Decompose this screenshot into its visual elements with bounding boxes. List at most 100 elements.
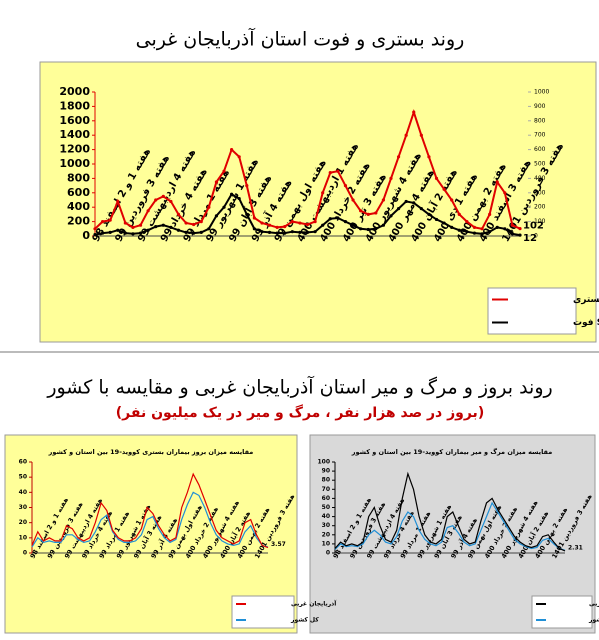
point (131, 225, 135, 229)
y-tick-label: 10 (19, 534, 27, 541)
y-tick-label: 50 (19, 474, 27, 481)
point (305, 230, 310, 234)
section-subtitle: (بروز در صد هزار نفر ، مرگ و میر در یک م… (116, 404, 484, 421)
y-tick-label: 50 (322, 504, 330, 511)
y-tick-label: 80 (322, 477, 330, 484)
point (351, 198, 355, 202)
y-tick-label: 1800 (59, 99, 90, 112)
point (321, 191, 325, 195)
point (116, 228, 120, 232)
point (396, 207, 401, 211)
point (442, 221, 446, 225)
point (252, 216, 256, 220)
point (366, 227, 370, 232)
point (427, 155, 431, 159)
point (222, 205, 226, 209)
y-tick-label: 60 (322, 495, 330, 502)
y-tick-label: 20 (19, 519, 27, 526)
y-tick-label: 60 (19, 459, 27, 466)
point (214, 214, 219, 218)
point (359, 227, 363, 231)
point (275, 225, 279, 229)
point (116, 199, 120, 204)
y-tick-label: 20 (322, 531, 330, 538)
data-label: 102 (523, 221, 544, 232)
point (108, 230, 112, 234)
point (457, 228, 461, 232)
series-line (334, 471, 566, 552)
y-tick-label: 0 (326, 550, 330, 557)
y-tick-label: 70 (322, 486, 330, 493)
point (100, 231, 105, 235)
legend-label: Sum of بستری (573, 295, 599, 305)
legend-label: آذربایجان غربی (291, 599, 337, 608)
point (450, 198, 454, 202)
point (154, 225, 158, 229)
y-tick-label: 2000 (59, 85, 90, 98)
point (146, 228, 150, 232)
point (230, 148, 234, 152)
point (457, 212, 461, 216)
y-tick-label: 0 (23, 550, 27, 557)
point (359, 209, 363, 213)
point (230, 192, 234, 196)
point (298, 221, 302, 225)
point (381, 198, 385, 202)
point (252, 227, 256, 231)
y-tick-label: 30 (322, 522, 330, 529)
point (389, 214, 393, 218)
point (389, 176, 393, 180)
point (267, 223, 272, 227)
point (412, 110, 416, 114)
point (313, 220, 317, 224)
y2-tick-label: 800 (534, 117, 546, 124)
point (154, 198, 158, 202)
point (260, 230, 264, 234)
point (176, 228, 181, 232)
y-tick-label: 90 (322, 468, 330, 475)
point (245, 184, 249, 188)
point (518, 227, 522, 231)
data-label: 3.57 (271, 541, 286, 548)
point (495, 225, 499, 229)
point (93, 227, 97, 231)
point (381, 223, 385, 227)
y2-tick-label: 500 (534, 161, 546, 168)
point (161, 194, 165, 198)
point (510, 223, 515, 227)
y2-tick-label: 900 (534, 103, 546, 110)
legend-label: Sum of فوت (573, 318, 599, 328)
y-tick-label: 0 (82, 229, 90, 242)
point (267, 230, 272, 234)
legend-label: آذربایجان غربی (589, 599, 599, 608)
point (138, 231, 143, 235)
point (503, 227, 507, 231)
legend-box (487, 287, 577, 335)
point (343, 184, 348, 188)
y2-tick-label: 0 (534, 233, 538, 240)
point (396, 155, 401, 159)
y-tick-label: 200 (67, 215, 90, 228)
point (374, 211, 378, 215)
point (419, 133, 423, 137)
point (108, 218, 112, 222)
y-tick-label: 1400 (59, 128, 90, 141)
point (260, 221, 264, 225)
y-tick-label: 400 (67, 200, 90, 213)
point (480, 227, 484, 231)
y-tick-label: 600 (67, 186, 90, 199)
point (495, 180, 499, 184)
y-tick-label: 1200 (59, 143, 90, 156)
data-label: 12 (523, 233, 537, 244)
point (404, 133, 408, 137)
point (434, 176, 439, 180)
point (518, 233, 522, 237)
point (138, 223, 143, 227)
point (298, 230, 302, 234)
point (434, 217, 439, 222)
point (169, 199, 173, 204)
point (442, 187, 446, 191)
point (472, 231, 477, 235)
series-line (31, 472, 269, 549)
